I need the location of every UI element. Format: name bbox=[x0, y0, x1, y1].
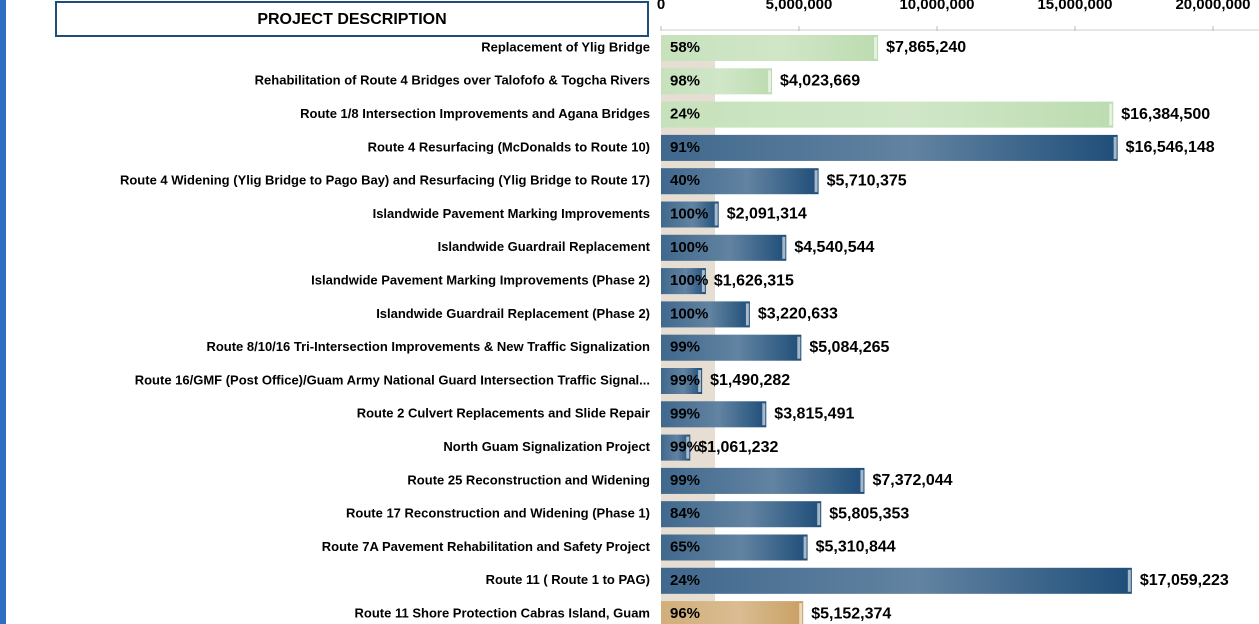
value-label: $17,059,223 bbox=[1140, 572, 1229, 589]
bar-cap bbox=[803, 536, 807, 559]
value-label: $5,805,353 bbox=[829, 505, 909, 522]
bar-cap bbox=[1109, 103, 1113, 126]
percent-label: 100% bbox=[670, 272, 708, 289]
bar-shine bbox=[661, 301, 750, 328]
bar-cap bbox=[782, 236, 786, 259]
bar-shine bbox=[661, 601, 804, 624]
percent-label: 58% bbox=[670, 39, 700, 56]
category-label: Route 1/8 Intersection Improvements and … bbox=[300, 106, 650, 121]
bar-cap bbox=[745, 303, 749, 326]
value-label: $5,084,265 bbox=[809, 339, 889, 356]
percent-label: 99% bbox=[670, 339, 700, 356]
bar-shine bbox=[661, 334, 802, 361]
bar-shine bbox=[661, 368, 703, 394]
percent-label: 65% bbox=[670, 538, 700, 555]
value-label: $5,710,375 bbox=[827, 172, 907, 189]
category-label: Route 16/GMF (Post Office)/Guam Army Nat… bbox=[135, 372, 650, 387]
bar-shine bbox=[661, 134, 1118, 161]
category-label: Route 25 Reconstruction and Widening bbox=[407, 472, 650, 487]
x-tick-label: 20,000,000 bbox=[1175, 0, 1250, 13]
value-label: $16,384,500 bbox=[1121, 106, 1210, 123]
category-label: North Guam Signalization Project bbox=[443, 439, 650, 454]
percent-label: 24% bbox=[670, 572, 700, 589]
bar-cap bbox=[1113, 136, 1117, 159]
percent-label: 24% bbox=[670, 106, 700, 123]
bar-cap bbox=[686, 436, 690, 459]
category-label: Rehabilitation of Route 4 Bridges over T… bbox=[255, 73, 650, 88]
bar-cap bbox=[768, 70, 772, 93]
percent-label: 98% bbox=[670, 72, 700, 89]
bar-shine bbox=[661, 101, 1114, 128]
value-label: $5,152,374 bbox=[811, 605, 891, 622]
bar-shine bbox=[661, 467, 865, 494]
percent-label: 100% bbox=[670, 305, 708, 322]
percent-label: 99% bbox=[670, 439, 700, 456]
bar-shine bbox=[661, 567, 1132, 594]
percent-label: 96% bbox=[670, 605, 700, 622]
bar-cap bbox=[698, 370, 702, 392]
bar-cap bbox=[814, 170, 818, 193]
category-label: Replacement of Ylig Bridge bbox=[481, 39, 650, 54]
bar-shine bbox=[661, 234, 787, 261]
header-box bbox=[55, 1, 649, 37]
header: PROJECT DESCRIPTION bbox=[257, 11, 446, 28]
value-label: $3,220,633 bbox=[758, 306, 838, 323]
category-label: Islandwide Pavement Marking Improvements… bbox=[311, 273, 650, 288]
percent-label: 40% bbox=[670, 172, 700, 189]
category-label: Route 11 ( Route 1 to PAG) bbox=[486, 572, 650, 587]
category-label: Route 4 Widening (Ylig Bridge to Pago Ba… bbox=[120, 173, 650, 188]
bar-shine bbox=[661, 534, 808, 561]
value-label: $7,865,240 bbox=[886, 39, 966, 56]
percent-label: 99% bbox=[670, 405, 700, 422]
category-label: Route 8/10/16 Tri-Intersection Improveme… bbox=[206, 339, 650, 354]
category-label: Route 7A Pavement Rehabilitation and Saf… bbox=[322, 539, 651, 554]
bar-shine bbox=[661, 35, 879, 61]
bar-shine bbox=[661, 401, 767, 428]
percent-label: 100% bbox=[670, 205, 708, 222]
value-label: $2,091,314 bbox=[727, 206, 807, 223]
category-label: Islandwide Pavement Marking Improvements bbox=[373, 206, 650, 221]
value-label: $7,372,044 bbox=[872, 472, 952, 489]
bar-cap bbox=[762, 403, 766, 426]
bar-shine bbox=[661, 201, 719, 228]
value-label: $3,815,491 bbox=[774, 406, 854, 423]
x-tick-label: 10,000,000 bbox=[899, 0, 974, 13]
left-border bbox=[0, 0, 6, 624]
category-label: Route 11 Shore Protection Cabras Island,… bbox=[355, 606, 650, 621]
bar-shine bbox=[661, 268, 706, 295]
percent-label: 99% bbox=[670, 372, 700, 389]
bar-cap bbox=[817, 503, 821, 526]
bar-shine bbox=[661, 434, 691, 461]
percent-label: 91% bbox=[670, 139, 700, 156]
category-label: Islandwide Guardrail Replacement bbox=[438, 239, 651, 254]
percent-label: 99% bbox=[670, 472, 700, 489]
bar-shine bbox=[661, 168, 819, 195]
bar-cap bbox=[799, 603, 803, 624]
value-label: $4,023,669 bbox=[780, 73, 860, 90]
value-label: $16,546,148 bbox=[1126, 139, 1215, 156]
value-label: $5,310,844 bbox=[816, 539, 896, 556]
value-label: $4,540,544 bbox=[794, 239, 874, 256]
value-label: $1,626,315 bbox=[714, 272, 794, 289]
bar-shine bbox=[661, 501, 822, 528]
category-label: Route 17 Reconstruction and Widening (Ph… bbox=[346, 506, 650, 521]
percent-label: 84% bbox=[670, 505, 700, 522]
bar-cap bbox=[874, 37, 878, 59]
value-label: $1,490,282 bbox=[710, 372, 790, 389]
x-tick-label: 15,000,000 bbox=[1037, 0, 1112, 13]
percent-label: 100% bbox=[670, 239, 708, 256]
category-label: Islandwide Guardrail Replacement (Phase … bbox=[376, 306, 650, 321]
category-label: Route 2 Culvert Replacements and Slide R… bbox=[357, 406, 650, 421]
bar-cap bbox=[714, 203, 718, 226]
bar-shine bbox=[661, 68, 773, 95]
bar-cap bbox=[797, 336, 801, 359]
bar-cap bbox=[701, 270, 705, 293]
category-label: Route 4 Resurfacing (McDonalds to Route … bbox=[368, 139, 650, 154]
x-tick-label: 0 bbox=[657, 0, 665, 13]
bar-cap bbox=[860, 469, 864, 492]
value-label: $1,061,232 bbox=[698, 439, 778, 456]
bar-cap bbox=[1127, 569, 1131, 592]
x-tick-label: 5,000,000 bbox=[766, 0, 833, 13]
